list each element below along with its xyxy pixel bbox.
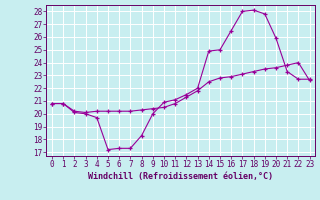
X-axis label: Windchill (Refroidissement éolien,°C): Windchill (Refroidissement éolien,°C) bbox=[88, 172, 273, 181]
